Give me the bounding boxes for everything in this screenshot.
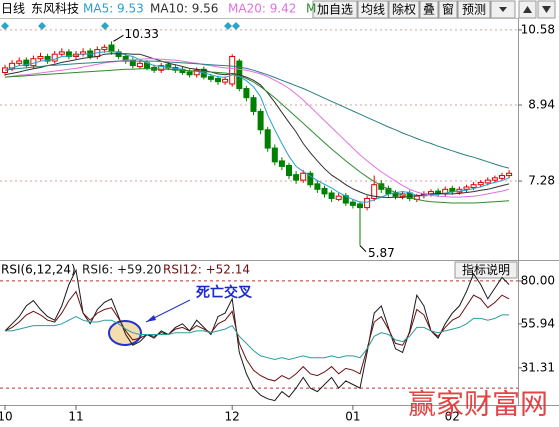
candle-body xyxy=(193,69,200,76)
candle-body xyxy=(222,78,229,83)
series-line xyxy=(4,68,510,204)
signal-marker xyxy=(38,22,46,30)
candle-body xyxy=(506,172,513,177)
candle-body xyxy=(499,175,505,179)
series-line xyxy=(5,314,510,361)
candle-body xyxy=(335,195,342,200)
candle-body xyxy=(271,147,278,163)
toolbar-label: 均线 xyxy=(361,3,385,17)
toolbar-label: 叠 xyxy=(423,3,435,17)
candle-body xyxy=(307,172,314,186)
candle-body xyxy=(477,181,484,186)
series-line xyxy=(4,60,510,169)
toolbar-label: 预测 xyxy=(462,3,486,17)
x-tick-label: 11 xyxy=(68,410,83,424)
x-tick-label: 10 xyxy=(0,410,13,424)
watermark: 赢家财富网 xyxy=(408,388,548,421)
signal-marker xyxy=(101,22,109,30)
y-tick-label: 80.00 xyxy=(521,273,555,287)
candle-body xyxy=(158,65,165,71)
candle-body xyxy=(58,51,65,55)
candle-body xyxy=(108,44,115,53)
candle-body xyxy=(286,164,292,177)
low-label: 5.87 xyxy=(368,246,395,260)
x-tick-label: 12 xyxy=(225,410,240,424)
up-arrow xyxy=(523,6,532,13)
toolbar: 加自选 均线 除权 叠 窗 预测 xyxy=(312,0,556,19)
indicator-button[interactable] xyxy=(454,261,518,279)
leader-line xyxy=(359,245,367,252)
legend-entry: RSI6: +59.20 xyxy=(82,263,161,277)
candle-body xyxy=(491,177,498,181)
candle-body xyxy=(264,129,271,149)
signal-markers xyxy=(1,22,240,30)
y-tick-label: 10.58 xyxy=(521,22,555,36)
series-line xyxy=(4,290,510,382)
candle-body xyxy=(357,203,363,209)
candle-body xyxy=(364,197,371,209)
candle-body xyxy=(30,58,37,67)
series-line xyxy=(4,58,510,198)
annotation-text: 死亡交叉 xyxy=(195,284,253,301)
candle-body xyxy=(136,62,143,68)
dropdown-arrow xyxy=(499,7,507,12)
candle-body xyxy=(215,77,221,83)
candle-body xyxy=(23,59,30,67)
y-tick-label: 7.28 xyxy=(528,174,555,188)
candle-body xyxy=(328,192,335,199)
legend-entry: MA20: 9.42 xyxy=(228,2,296,16)
candle-body xyxy=(371,184,378,199)
series-line xyxy=(4,50,510,203)
x-tick-label: 01 xyxy=(345,410,360,424)
candle-body xyxy=(293,174,300,181)
signal-marker xyxy=(1,22,9,30)
arrow-head xyxy=(146,315,156,322)
candle-body xyxy=(463,186,470,190)
leader-line xyxy=(113,34,124,42)
candle-body xyxy=(207,76,214,80)
legend-entry: M xyxy=(306,2,316,16)
candle-body xyxy=(229,55,236,85)
candle-body xyxy=(186,71,193,76)
candle-body xyxy=(250,97,257,112)
candle-body xyxy=(484,179,491,184)
stock-name: 东风科技 xyxy=(31,2,79,16)
toolbar-label: 窗 xyxy=(442,3,454,17)
candle-body xyxy=(314,183,321,190)
legend-entry: MA10: 9.56 xyxy=(150,2,218,16)
signal-marker xyxy=(224,22,232,30)
candle-body xyxy=(321,187,328,195)
y-tick-label: 8.94 xyxy=(528,98,555,112)
candle-body xyxy=(101,46,108,51)
candle-body xyxy=(449,187,456,193)
down-arrow xyxy=(542,6,551,13)
toolbar-label: 除权 xyxy=(392,2,416,17)
y-tick-label: 55.94 xyxy=(521,316,555,330)
y-tick-label: 31.31 xyxy=(521,360,555,374)
indicator-button-label: 指标说明 xyxy=(462,262,510,277)
legend-entry: MA5: 9.53 xyxy=(83,2,144,16)
candle-body xyxy=(51,53,58,62)
candle-body xyxy=(349,201,356,206)
candle-body xyxy=(165,64,172,69)
series-line xyxy=(4,53,510,199)
toolbar-label: 加自选 xyxy=(317,3,353,17)
candle-body xyxy=(257,110,264,131)
high-label: 10.33 xyxy=(125,27,159,41)
candle-body xyxy=(300,172,307,181)
signal-marker xyxy=(232,22,240,30)
candle-body xyxy=(470,184,477,188)
legend-entry: RSI12: +52.14 xyxy=(163,263,250,277)
candle-body xyxy=(44,55,51,62)
candle-body xyxy=(16,60,23,64)
indicator-title: RSI(6,12,24) xyxy=(1,263,76,277)
period-label: 日线 xyxy=(1,2,25,16)
x-tick-label: 02 xyxy=(445,410,460,424)
candle-body xyxy=(37,55,44,60)
candle-body xyxy=(278,160,285,167)
candle-body xyxy=(243,88,250,99)
